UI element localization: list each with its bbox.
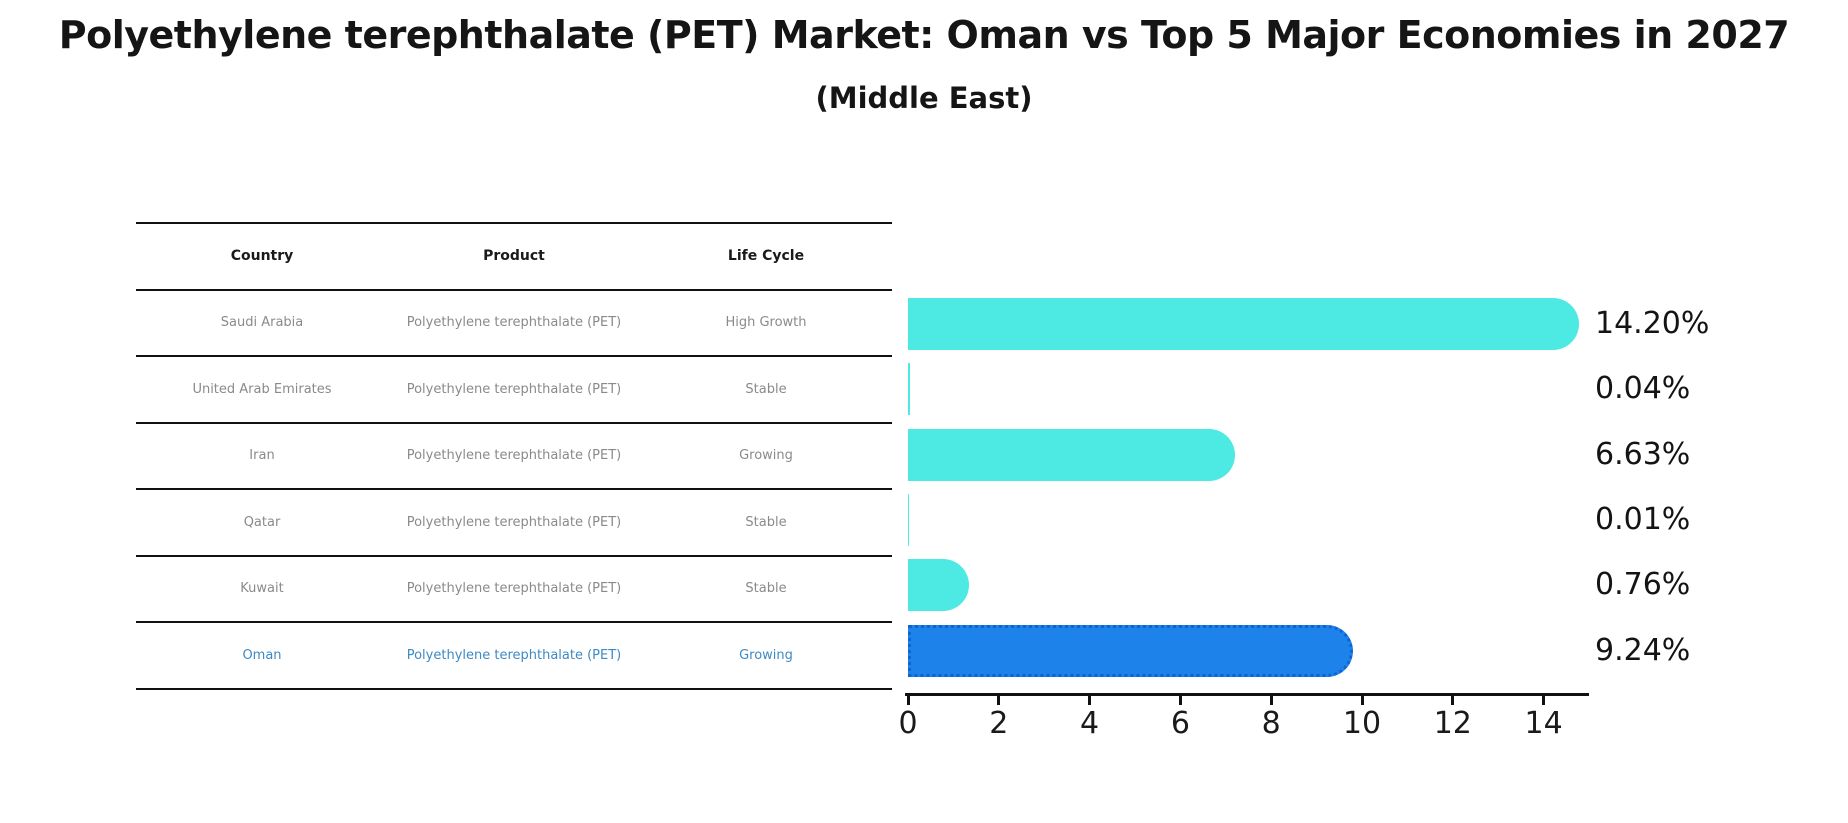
cell-country: Saudi Arabia bbox=[220, 315, 304, 331]
table-row-kuwait: Kuwait Polyethylene terephthalate (PET) St… bbox=[136, 557, 892, 623]
cell-country: Oman bbox=[242, 647, 282, 663]
bar-value-label-oman: 9.24% bbox=[1595, 632, 1691, 668]
bar-kuwait bbox=[908, 559, 969, 612]
cell-life-cycle: Growing bbox=[739, 448, 793, 464]
cell-life-cycle: Stable bbox=[745, 381, 787, 397]
x-axis-tick-label-8: 8 bbox=[1261, 706, 1281, 741]
cell-country: Kuwait bbox=[240, 581, 284, 597]
x-axis-tick-label-14: 14 bbox=[1524, 706, 1563, 741]
cell-product: Polyethylene terephthalate (PET) bbox=[406, 514, 622, 530]
x-axis-tick-label-10: 10 bbox=[1342, 706, 1382, 741]
x-axis-tick-label-12: 12 bbox=[1433, 706, 1472, 741]
table-row-qatar: Qatar Polyethylene terephthalate (PET) Sta… bbox=[136, 490, 892, 557]
cell-life-cycle: Stable bbox=[745, 514, 787, 530]
cell-product: Polyethylene terephthalate (PET) bbox=[406, 581, 622, 597]
x-axis-line bbox=[905, 693, 1589, 696]
bar-value-label-saudi-arabia: 14.20% bbox=[1595, 306, 1710, 341]
cell-life-cycle: Growing bbox=[739, 647, 793, 663]
bar-qatar bbox=[908, 494, 909, 547]
x-axis-tick-label-6: 6 bbox=[1170, 706, 1190, 741]
bar-value-label-united-arab-emirates: 0.04% bbox=[1595, 371, 1691, 407]
column-header-product: Product bbox=[483, 248, 545, 265]
cell-life-cycle: High Growth bbox=[725, 315, 807, 331]
bar-value-label-iran: 6.63% bbox=[1595, 436, 1691, 472]
cell-country: Qatar bbox=[243, 514, 281, 530]
x-axis-tick-10 bbox=[1360, 696, 1364, 705]
table-header-row: Country Product Life Cycle bbox=[136, 224, 892, 291]
x-axis-tick-label-0: 0 bbox=[898, 706, 918, 741]
country-comparison-table: Country Product Life Cycle Saudi Arabia P… bbox=[136, 222, 892, 690]
cell-product: Polyethylene terephthalate (PET) bbox=[406, 647, 622, 663]
table-row-oman: Oman Polyethylene terephthalate (PET) Grow… bbox=[136, 623, 892, 690]
cell-life-cycle: Stable bbox=[745, 581, 787, 597]
x-axis-tick-label-4: 4 bbox=[1080, 706, 1100, 741]
bar-value-label-kuwait: 0.76% bbox=[1595, 567, 1691, 603]
x-axis-tick-label-2: 2 bbox=[989, 706, 1009, 741]
table-row-saudi-arabia: Saudi Arabia Polyethylene terephthalate (… bbox=[136, 291, 892, 357]
cell-product: Polyethylene terephthalate (PET) bbox=[406, 448, 622, 464]
x-axis-tick-0 bbox=[906, 696, 910, 705]
chart-title: Polyethylene terephthalate (PET) Market:… bbox=[58, 13, 1790, 57]
cell-country: United Arab Emirates bbox=[192, 381, 332, 397]
bar-oman bbox=[908, 624, 1354, 677]
chart-subtitle: (Middle East) bbox=[815, 81, 1033, 115]
column-header-country: Country bbox=[230, 248, 294, 265]
x-axis-tick-8 bbox=[1269, 696, 1273, 705]
bar-united-arab-emirates bbox=[908, 363, 910, 416]
bar-saudi-arabia bbox=[908, 298, 1579, 350]
cell-country: Iran bbox=[249, 448, 275, 464]
bar-iran bbox=[908, 428, 1235, 481]
x-axis-tick-14 bbox=[1542, 696, 1546, 705]
x-axis-tick-12 bbox=[1451, 696, 1455, 705]
x-axis-tick-2 bbox=[997, 696, 1001, 705]
x-axis-tick-6 bbox=[1178, 696, 1182, 705]
cell-product: Polyethylene terephthalate (PET) bbox=[406, 315, 622, 331]
x-axis-tick-4 bbox=[1088, 696, 1092, 705]
bar-value-label-qatar: 0.01% bbox=[1595, 502, 1691, 538]
table-row-united-arab-emirates: United Arab Emirates Polyethylene terepht… bbox=[136, 357, 892, 424]
cell-product: Polyethylene terephthalate (PET) bbox=[406, 381, 622, 397]
table-row-iran: Iran Polyethylene terephthalate (PET) Grow… bbox=[136, 424, 892, 490]
column-header-life-cycle: Life Cycle bbox=[727, 248, 805, 265]
